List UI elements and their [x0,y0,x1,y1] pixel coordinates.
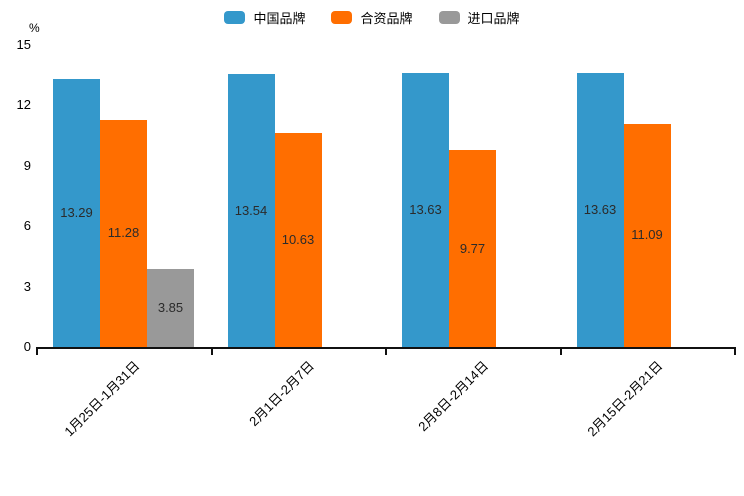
y-tick-label: 12 [16,97,31,113]
x-axis-tick [210,347,213,355]
y-axis-unit-label: % [29,21,40,35]
y-tick-label: 0 [23,339,31,354]
bar-joint-venture-brand-3[interactable] [449,150,496,347]
x-axis-tick [385,347,387,355]
bar-china-brand-2[interactable] [227,74,275,347]
chart-legend: 中国品牌 合资品牌 进口品牌 [0,8,744,27]
legend-item-china-brand[interactable]: 中国品牌 [224,8,305,27]
legend-label-import-brand: 进口品牌 [467,11,520,26]
y-tick-label: 9 [23,157,31,173]
legend-swatch-joint-venture-brand [331,11,353,24]
bar-china-brand-4[interactable] [576,72,624,347]
bar-china-brand-1[interactable] [53,79,100,347]
x-axis-tick [559,347,562,355]
x-axis-tick [734,347,736,355]
bar-import-brand-1[interactable] [147,269,194,347]
legend-label-joint-venture-brand: 合资品牌 [360,11,413,26]
x-axis-category-label: 2月15日-2月21日 [584,358,666,440]
legend-swatch-china-brand [224,11,246,24]
y-tick-label: 3 [23,278,31,294]
bar-joint-venture-brand-2[interactable] [274,132,322,347]
bar-joint-venture-brand-1[interactable] [100,119,147,347]
legend-swatch-import-brand [438,11,460,24]
x-axis-category-label: 2月1日-2月7日 [245,358,317,430]
legend-label-china-brand: 中国品牌 [253,11,306,26]
x-axis-category-label: 1月25日-1月31日 [60,358,142,440]
legend-item-import-brand[interactable]: 进口品牌 [438,8,520,27]
x-axis-tick [36,347,38,355]
x-axis-category-label: 2月8日-2月14日 [414,358,491,435]
bar-china-brand-3[interactable] [402,72,449,347]
y-tick-label: 15 [16,37,31,52]
legend-item-joint-venture-brand[interactable]: 合资品牌 [331,8,413,27]
y-tick-label: 6 [23,218,31,234]
bar-joint-venture-brand-4[interactable] [623,123,671,347]
